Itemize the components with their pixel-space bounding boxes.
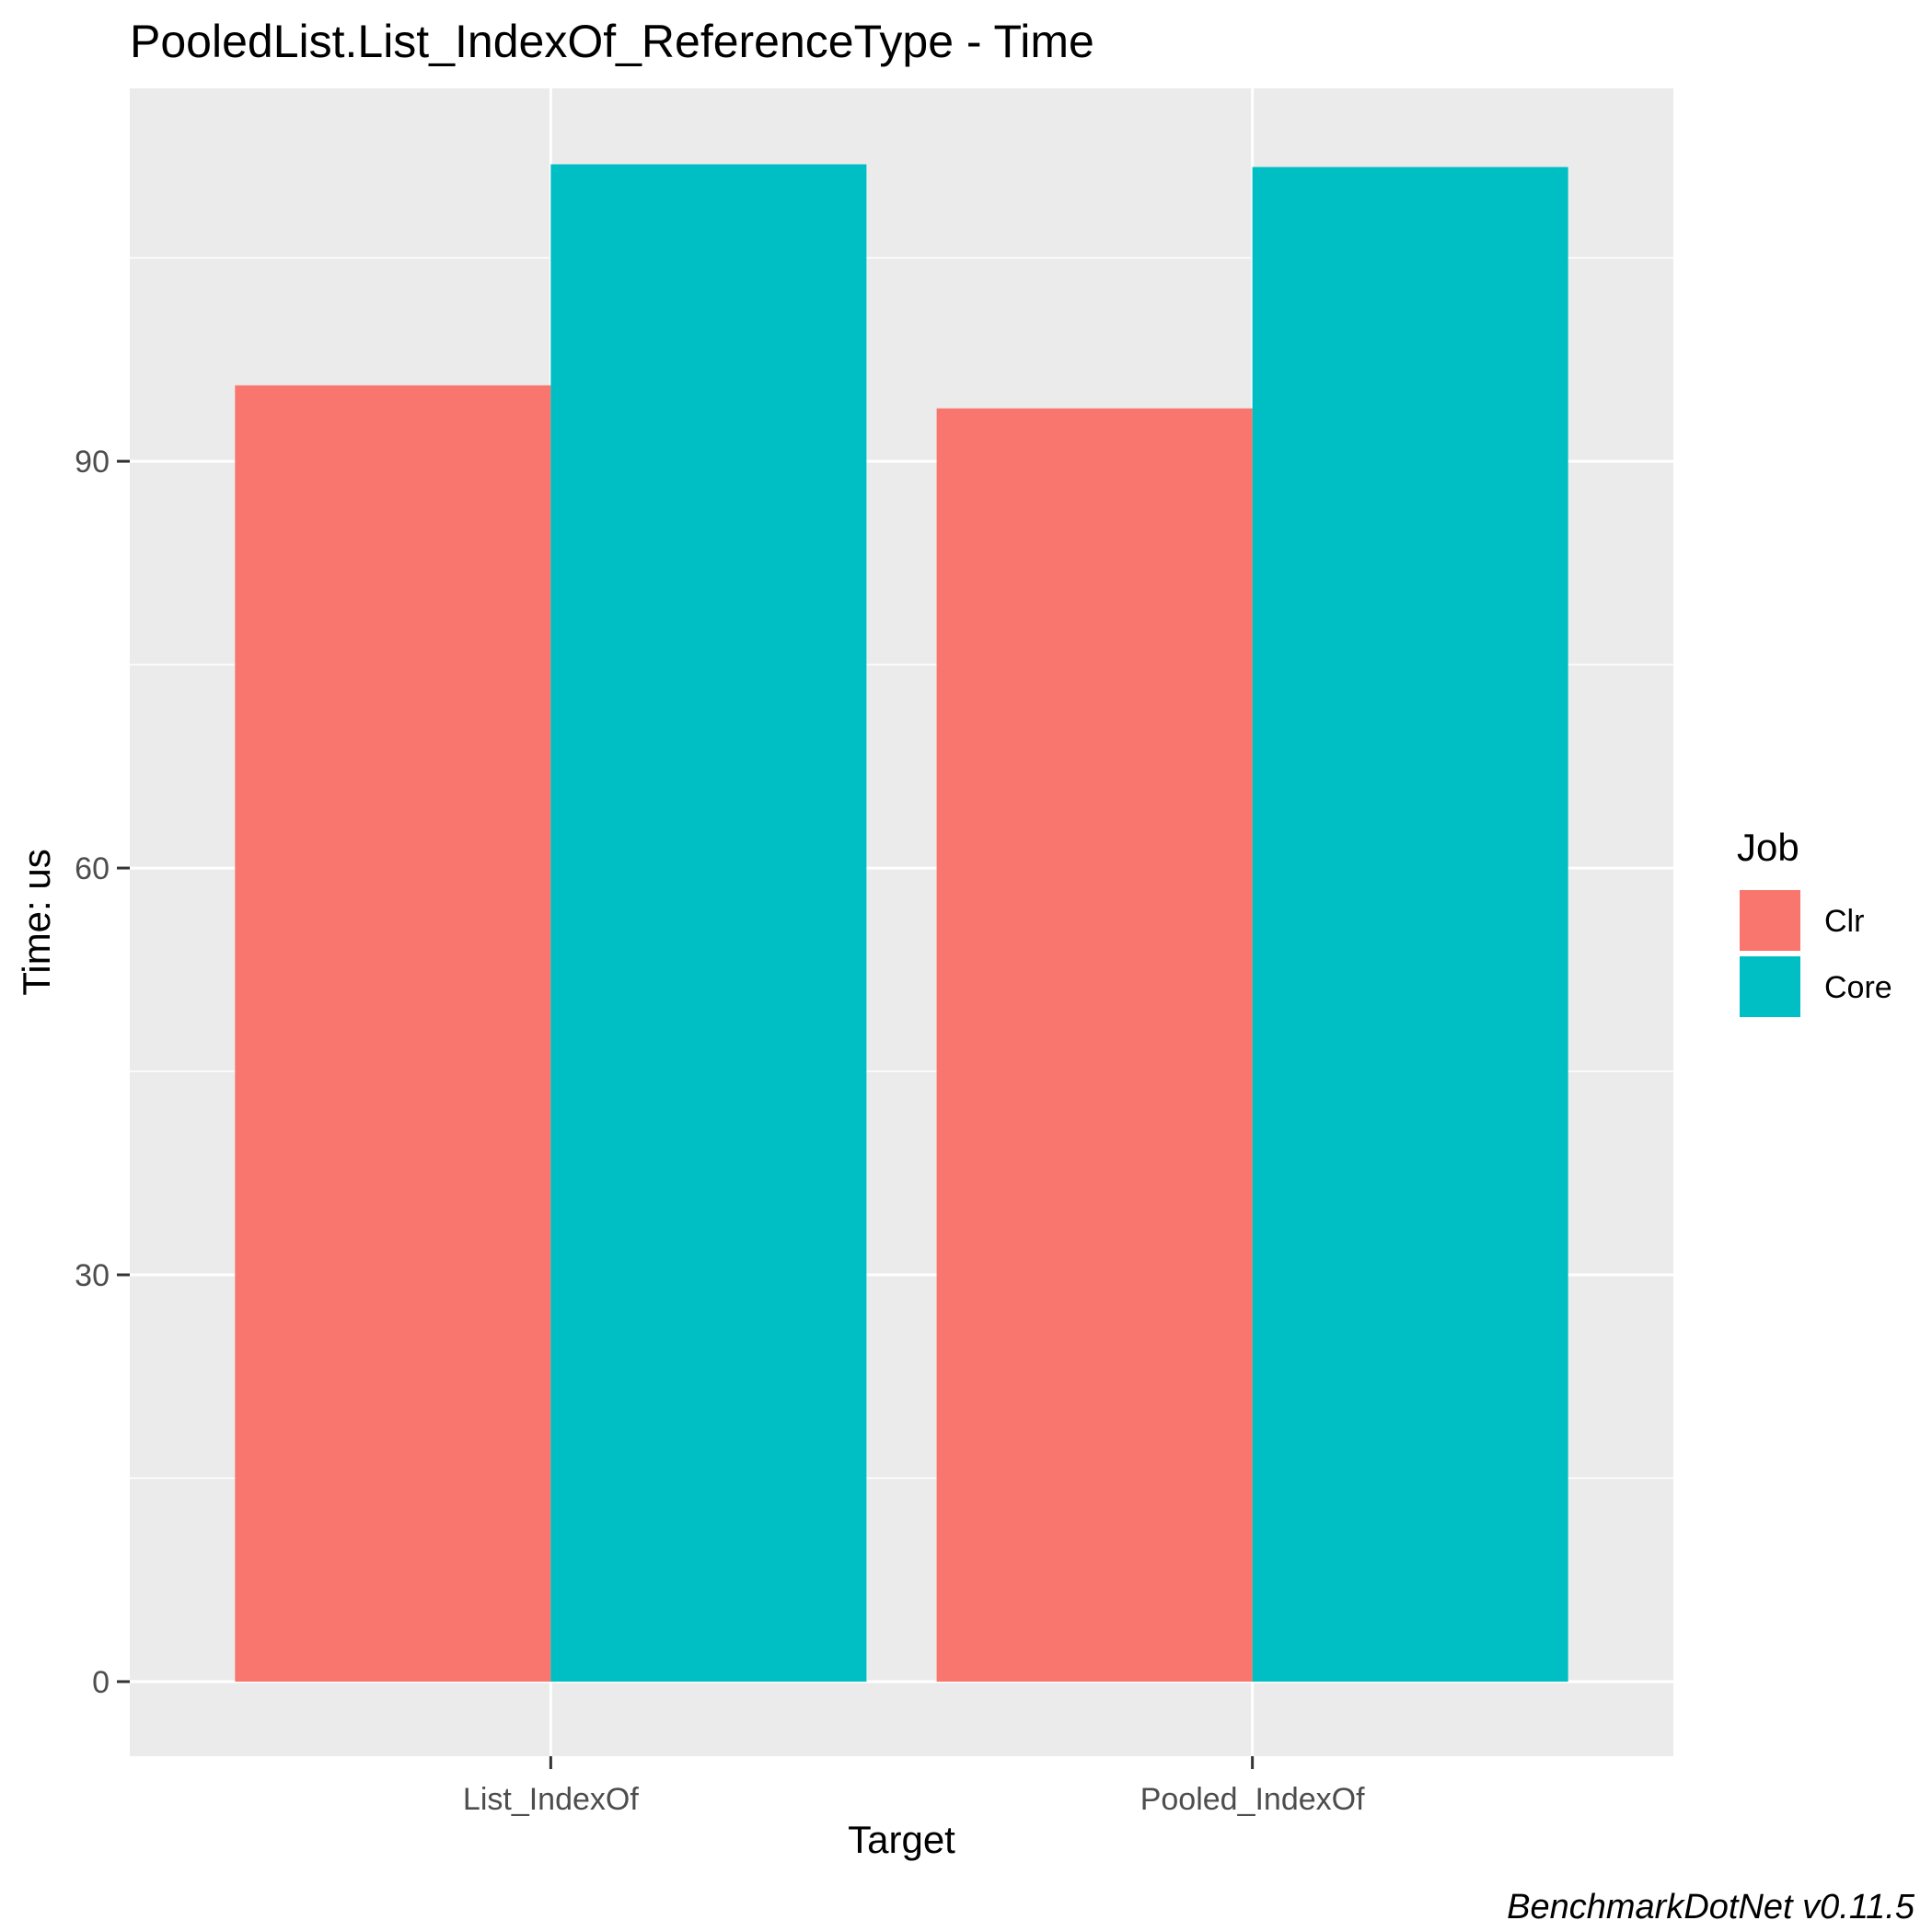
bar [1252, 167, 1568, 1682]
y-tick-label: 30 [75, 1258, 110, 1293]
legend: Job Clr Core [1737, 826, 1892, 1017]
chart-caption: BenchmarkDotNet v0.11.5 [1507, 1888, 1915, 1926]
x-axis-title: Target [848, 1818, 955, 1861]
y-tick-label: 90 [75, 445, 110, 480]
legend-items: Clr Core [1740, 890, 1892, 1017]
bar [550, 164, 867, 1682]
x-axis: List_IndexOf Pooled_IndexOf [463, 1756, 1365, 1817]
legend-swatch [1740, 890, 1800, 951]
bars [235, 164, 1568, 1682]
y-tick-label: 0 [92, 1665, 110, 1700]
x-tick-label: List_IndexOf [463, 1782, 639, 1817]
y-axis: 0 30 60 90 [75, 445, 130, 1700]
y-axis-title: Time: us [15, 849, 58, 995]
chart-title: PooledList.List_IndexOf_ReferenceType - … [130, 16, 1094, 67]
bar [235, 385, 551, 1682]
bar [936, 408, 1253, 1682]
y-tick-label: 60 [75, 851, 110, 886]
legend-label: Clr [1824, 904, 1864, 939]
legend-label: Core [1824, 970, 1892, 1005]
legend-swatch [1740, 956, 1800, 1017]
legend-title: Job [1737, 826, 1799, 869]
x-tick-label: Pooled_IndexOf [1140, 1782, 1365, 1817]
